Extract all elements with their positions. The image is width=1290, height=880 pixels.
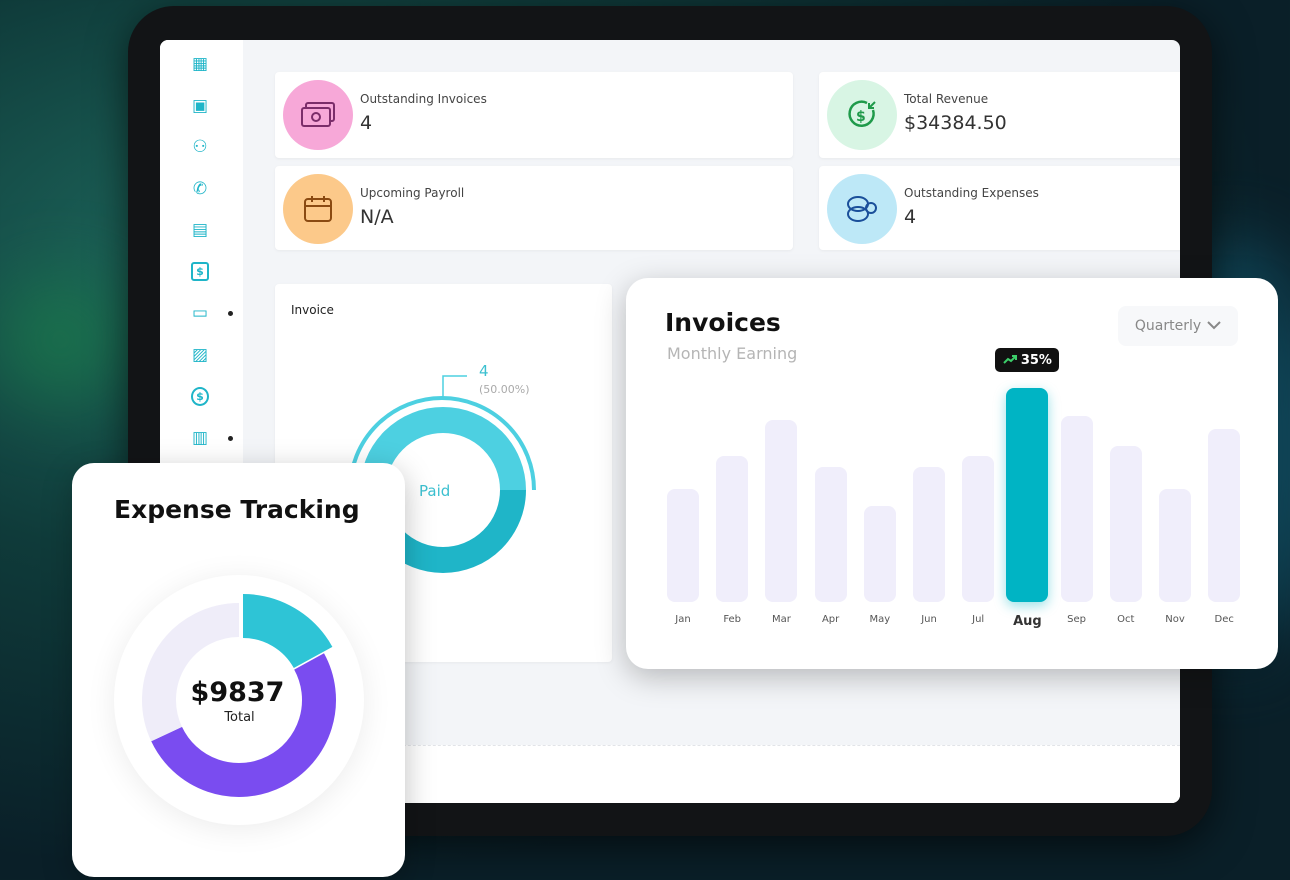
bar-mar[interactable] [765,420,798,602]
bar-jun[interactable] [913,467,945,602]
document-icon[interactable]: ▤ [191,220,209,240]
donut-segment [142,603,240,742]
stat-label: Upcoming Payroll [360,186,465,200]
bar-sep[interactable] [1060,415,1093,602]
callout-line [442,375,467,398]
bar-apr[interactable] [814,467,847,602]
stat-value: N/A [360,206,394,228]
month-label: Feb [723,614,742,625]
credit-card-icon[interactable]: ▭ [191,303,209,323]
calendar-icon [283,174,353,244]
coins-icon [827,174,897,244]
stat-value: $34384.50 [904,112,1007,134]
donut-center-label: Paid [419,482,451,500]
chart-title: Invoices [665,308,781,337]
bar-nov[interactable] [1159,488,1191,602]
month-label: Aug [1013,614,1042,629]
bar-oct[interactable] [1109,445,1142,602]
trend-up-icon [1003,353,1017,368]
cash-icon[interactable]: ▥ [191,427,209,448]
donut-highlight-arc [348,396,536,491]
bar-dec[interactable] [1208,428,1241,602]
phone-icon[interactable]: ✆ [192,178,208,199]
stat-value: 4 [904,206,917,228]
stat-card-total-revenue[interactable]: $ Total Revenue $34384.50 [819,72,1180,158]
stat-value: 4 [360,112,373,134]
notification-dot [228,311,233,316]
notification-dot [228,435,233,441]
month-label: Jan [675,614,691,625]
chart-subtitle: Monthly Earning [667,344,798,363]
bar-jul[interactable] [962,456,995,602]
cash-icon [283,80,353,150]
stat-card-outstanding-invoices[interactable]: Outstanding Invoices 4 [275,72,793,158]
card-title: Invoice [291,303,334,317]
bar-may[interactable] [863,505,896,602]
donut-segment [242,594,333,669]
badge-value: 35% [1020,352,1052,368]
invoices-chart-card: Invoices Monthly Earning Quarterly Jan Fe… [626,278,1278,669]
bar-jan[interactable] [667,488,699,602]
callout-percent: (50.00%) [479,383,530,396]
background-glow [0,280,120,400]
expense-tracking-card: Expense Tracking $9837 Total [72,463,405,877]
callout-value: 4 [479,362,489,380]
expense-donut-chart [142,594,336,797]
month-label: Dec [1214,614,1234,625]
month-label: May [869,614,891,625]
month-label: Oct [1117,614,1135,625]
card-title: Expense Tracking [114,495,360,524]
dollar-refund-icon: $ [827,80,897,150]
stat-label: Total Revenue [904,92,989,106]
donut-segment-paid [360,407,526,491]
contact-card-icon[interactable]: ▣ [191,95,209,116]
month-label: Mar [771,614,791,625]
period-select-value: Quarterly [1134,318,1202,334]
expense-total-label: Total [224,710,255,725]
stat-label: Outstanding Invoices [360,92,487,106]
period-select[interactable]: Quarterly [1118,306,1238,346]
invoice-dollar-icon[interactable]: $ [188,260,212,284]
users-icon[interactable]: ⚇ [192,137,208,157]
month-label: Sep [1067,614,1087,625]
svg-text:$: $ [856,109,866,125]
expense-total: $9837 [190,677,285,708]
stat-label: Outstanding Expenses [904,186,1039,200]
donut-segment [151,653,336,797]
month-label: Jul [972,614,985,625]
highlight-badge: 35% [995,348,1060,372]
stat-card-upcoming-payroll[interactable]: Upcoming Payroll N/A [275,166,793,250]
chevron-down-icon [1207,318,1221,334]
dollar-circle-icon[interactable]: $ [188,384,212,408]
id-badge-icon[interactable]: ▨ [191,344,209,365]
month-label: Apr [821,614,840,625]
bar-feb[interactable] [716,456,749,602]
bar-aug[interactable] [1006,388,1049,602]
stat-card-outstanding-expenses[interactable]: Outstanding Expenses 4 [819,166,1180,250]
dashboard-icon[interactable]: ▦ [191,54,209,74]
month-label: Nov [1165,614,1185,625]
month-label: Jun [921,614,937,625]
